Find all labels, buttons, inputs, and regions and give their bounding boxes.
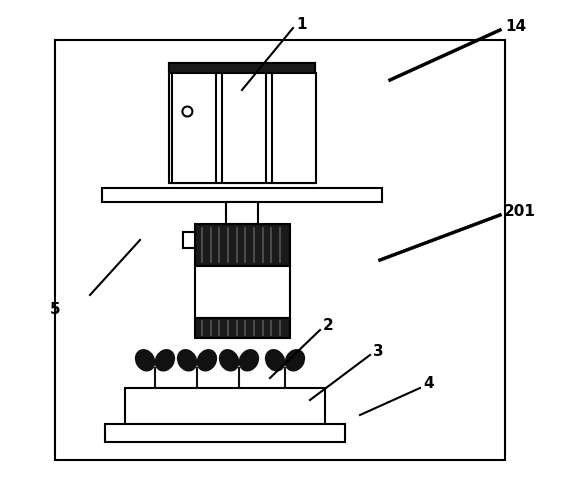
Bar [194, 224, 289, 266]
Bar [55, 40, 505, 460]
Ellipse shape [285, 350, 305, 371]
Bar [182, 232, 194, 248]
Text: 14: 14 [505, 19, 526, 34]
Bar [169, 63, 315, 183]
Bar [169, 63, 315, 73]
Ellipse shape [136, 350, 155, 371]
Text: 2: 2 [323, 318, 334, 333]
Ellipse shape [266, 350, 285, 371]
Bar [172, 73, 216, 183]
Bar [194, 318, 289, 338]
Bar [272, 73, 316, 183]
Bar [226, 202, 258, 224]
Bar [194, 266, 289, 318]
Ellipse shape [155, 350, 175, 371]
Text: 1: 1 [296, 17, 306, 32]
Text: 5: 5 [50, 302, 60, 317]
Bar [105, 424, 345, 442]
Ellipse shape [220, 350, 239, 371]
Text: 201: 201 [504, 205, 536, 219]
Text: 4: 4 [423, 377, 434, 391]
Ellipse shape [198, 350, 216, 371]
Bar [125, 388, 325, 424]
Bar [102, 188, 382, 202]
Text: 3: 3 [373, 344, 383, 359]
Ellipse shape [239, 350, 258, 371]
Bar [222, 73, 266, 183]
Ellipse shape [177, 350, 196, 371]
